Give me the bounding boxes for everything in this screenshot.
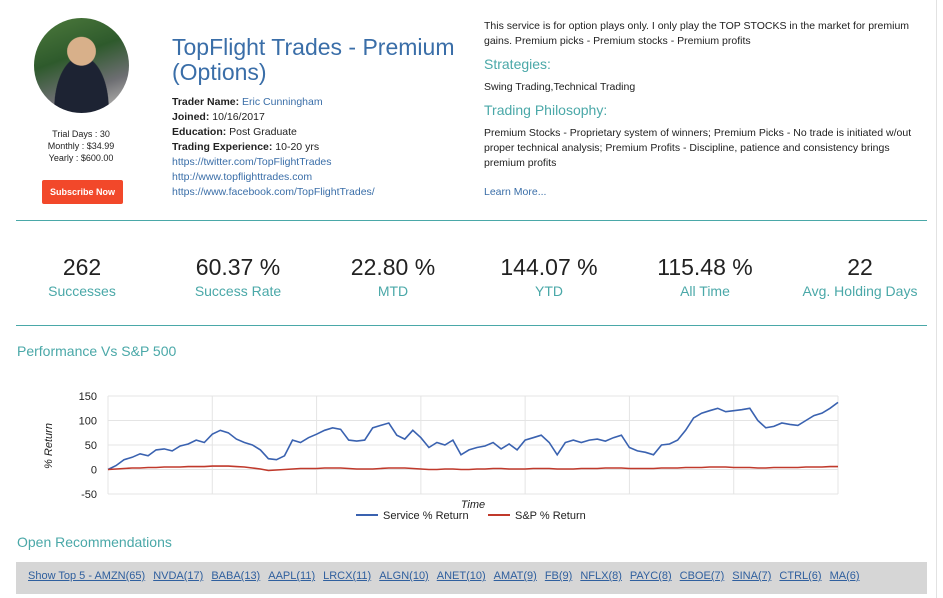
stat-label: Success Rate xyxy=(194,283,282,299)
stat-success-rate: 60.37 % Success Rate xyxy=(163,253,313,301)
recommendation-link[interactable]: PAYC(8) xyxy=(629,570,672,582)
stat-label: All Time xyxy=(680,283,730,299)
recommendation-link[interactable]: SINA(7) xyxy=(732,570,772,582)
service-description: This service is for option plays only. I… xyxy=(484,20,910,47)
strategies-text: Swing Trading,Technical Trading xyxy=(484,81,636,93)
recommendation-link[interactable]: BABA(13) xyxy=(211,570,261,582)
experience-label: Trading Experience: xyxy=(172,141,273,153)
recommendation-link[interactable]: CBOE(7) xyxy=(679,570,725,582)
stat-avg-holding-days: 22 Avg. Holding Days xyxy=(785,253,935,301)
stat-label: Successes xyxy=(48,283,116,299)
website-link[interactable]: http://www.topflighttrades.com xyxy=(172,171,313,183)
recommendation-link[interactable]: Show Top 5 - AMZN(65) xyxy=(28,570,146,582)
recommendation-link[interactable]: ANET(10) xyxy=(436,570,486,582)
performance-chart: 150 100 50 0 -50 Time % Return Service % Return… xyxy=(43,391,839,522)
stat-value: 22.80 % xyxy=(350,254,436,280)
stat-value: 115.48 % xyxy=(657,254,753,280)
stat-value: 22 xyxy=(847,254,873,280)
facebook-link[interactable]: https://www.facebook.com/TopFlightTrades… xyxy=(172,186,375,198)
trader-name-link[interactable]: Eric Cunningham xyxy=(242,96,323,108)
sp500-return-line xyxy=(107,465,838,472)
recommendation-link[interactable]: CTRL(6) xyxy=(779,570,822,582)
recommendation-link[interactable]: AMAT(9) xyxy=(493,570,537,582)
joined-label: Joined: xyxy=(172,111,210,123)
monthly-price-text: Monthly : $34.99 xyxy=(47,141,115,151)
stat-label: MTD xyxy=(377,283,409,299)
legend-label: Service % Return xyxy=(383,510,469,522)
stat-successes: 262 Successes xyxy=(7,253,157,301)
trader-avatar xyxy=(34,18,129,113)
stat-value: 144.07 % xyxy=(500,254,598,280)
y-tick-label: 50 xyxy=(85,440,97,452)
trader-name-label: Trader Name: xyxy=(172,96,240,108)
experience-value: 10-20 yrs xyxy=(275,141,320,153)
recommendation-links: Show Top 5 - AMZN(65) NVDA(17) BABA(13) AAP… xyxy=(28,570,868,582)
stat-label: Avg. Holding Days xyxy=(802,283,918,299)
recommendation-link[interactable]: MA(6) xyxy=(829,570,860,582)
trial-days-text: Trial Days : 30 xyxy=(52,129,110,139)
divider-middle xyxy=(16,325,927,326)
pricing-info: Trial Days : 30 Monthly : $34.99 Yearly … xyxy=(16,128,146,164)
recommendation-link[interactable]: NVDA(17) xyxy=(153,570,204,582)
open-recommendations-bar: Show Top 5 - AMZN(65) NVDA(17) BABA(13) AAP… xyxy=(16,562,927,594)
joined-date: 10/16/2017 xyxy=(212,111,265,123)
stat-value: 262 xyxy=(62,254,102,280)
page-frame xyxy=(6,0,934,598)
education-label: Education: xyxy=(172,126,227,138)
y-tick-label: 0 xyxy=(91,465,97,477)
recommendation-link[interactable]: NFLX(8) xyxy=(580,570,622,582)
strategies-heading: Strategies: xyxy=(484,56,551,72)
philosophy-heading: Trading Philosophy: xyxy=(484,102,608,118)
y-axis-label: % Return xyxy=(43,423,55,469)
y-tick-label: 150 xyxy=(79,391,97,403)
education-value: Post Graduate xyxy=(229,126,297,138)
recommendation-link[interactable]: AAPL(11) xyxy=(268,570,316,582)
divider-top xyxy=(16,220,927,221)
stat-all-time: 115.48 % All Time xyxy=(630,253,780,301)
trader-info: Trader Name: Eric Cunningham Joined: 10/… xyxy=(172,95,375,200)
y-tick-label: -50 xyxy=(81,489,97,501)
stat-label: YTD xyxy=(535,283,563,299)
subscribe-button[interactable]: Subscribe Now xyxy=(42,180,123,204)
right-edge-divider xyxy=(936,0,937,598)
y-tick-label: 100 xyxy=(79,416,97,428)
recommendation-link[interactable]: LRCX(11) xyxy=(323,570,372,582)
twitter-link[interactable]: https://twitter.com/TopFlightTrades xyxy=(172,156,332,168)
performance-title: Performance Vs S&P 500 xyxy=(17,343,177,359)
service-return-line xyxy=(107,401,839,471)
recommendation-link[interactable]: ALGN(10) xyxy=(379,570,429,582)
recommendation-link[interactable]: FB(9) xyxy=(544,570,573,582)
stat-mtd: 22.80 % MTD xyxy=(318,253,468,301)
service-title: TopFlight Trades - Premium (Options) xyxy=(172,34,455,85)
stat-ytd: 144.07 % YTD xyxy=(474,253,624,301)
yearly-price-text: Yearly : $600.00 xyxy=(48,153,114,163)
legend-label: S&P % Return xyxy=(515,510,586,522)
open-recommendations-title: Open Recommendations xyxy=(17,534,172,550)
stat-value: 60.37 % xyxy=(195,254,281,280)
learn-more-link[interactable]: Learn More... xyxy=(484,186,547,198)
philosophy-text: Premium Stocks - Proprietary system of w… xyxy=(484,127,912,169)
x-axis-label: Time xyxy=(461,499,485,511)
